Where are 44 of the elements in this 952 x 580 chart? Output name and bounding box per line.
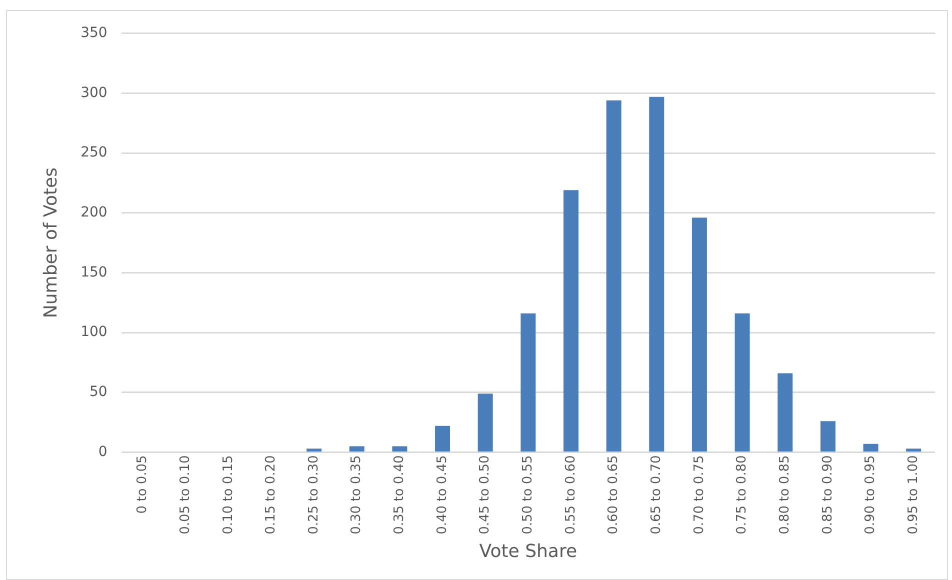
y-tick-label: 50 [89, 384, 108, 400]
x-tick-label: 0.70 to 0.75 [692, 455, 707, 534]
y-tick-label: 300 [80, 84, 108, 101]
bar [563, 190, 578, 452]
y-tick-label: 350 [80, 25, 108, 42]
bar [478, 394, 493, 452]
bar [306, 448, 322, 452]
y-tick-label: 250 [80, 144, 108, 161]
y-tick-label: 0 [98, 444, 108, 460]
x-tick-label: 0.60 to 0.65 [606, 455, 622, 534]
bar [906, 448, 922, 452]
x-tick-label: 0.90 to 0.95 [863, 455, 878, 534]
bar [778, 373, 793, 452]
x-tick-label: 0.05 to 0.10 [178, 455, 193, 534]
x-tick-label: 0.10 to 0.15 [220, 455, 236, 534]
x-tick-label: 0.40 to 0.45 [434, 455, 450, 534]
x-tick-label: 0.15 to 0.20 [264, 455, 279, 534]
x-tick-label: 0.65 to 0.70 [649, 455, 664, 534]
x-tick-label: 0.50 to 0.55 [520, 455, 536, 534]
x-tick-label: 0.80 to 0.85 [777, 455, 792, 534]
x-tick-label: 0.95 to 1.00 [906, 455, 921, 534]
x-tick-label: 0.25 to 0.30 [306, 455, 322, 534]
x-tick-label: 0.35 to 0.40 [392, 455, 408, 534]
x-tick-label: 0.75 to 0.80 [734, 455, 750, 534]
bar [820, 421, 836, 452]
bar [692, 218, 707, 452]
bar [520, 313, 536, 452]
bar [734, 313, 750, 452]
bar [392, 446, 408, 452]
bar [435, 426, 450, 452]
x-tick-label: 0.55 to 0.60 [563, 455, 578, 534]
x-tick-label: 0.85 to 0.90 [820, 455, 836, 534]
bar [649, 96, 664, 452]
y-axis-title: Number of Votes [40, 168, 62, 318]
x-tick-label: 0 to 0.05 [135, 455, 150, 514]
y-tick-label: 100 [80, 324, 108, 340]
x-tick-label: 0.45 to 0.50 [478, 455, 493, 534]
y-tick-label: 200 [80, 204, 108, 221]
x-tick-label: 0.30 to 0.35 [349, 455, 364, 534]
bar [349, 446, 364, 452]
y-tick-label: 150 [80, 264, 108, 280]
x-axis-title: Vote Share [479, 540, 578, 562]
bar [606, 100, 622, 452]
bar [863, 444, 878, 452]
